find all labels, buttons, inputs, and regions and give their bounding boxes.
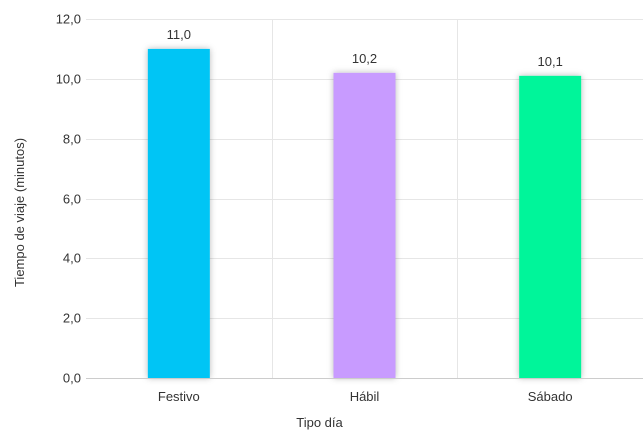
x-tick-label: Festivo — [158, 389, 200, 404]
bar-festivo — [147, 48, 210, 379]
x-tick-label: Sábado — [528, 389, 573, 404]
bars — [147, 48, 582, 379]
data-label: 10,1 — [538, 54, 563, 69]
y-tick-label: 10,0 — [56, 72, 81, 87]
y-tick-label: 2,0 — [63, 311, 81, 326]
y-tick-label: 0,0 — [63, 371, 81, 386]
y-tick-label: 12,0 — [56, 12, 81, 27]
data-label: 10,2 — [352, 51, 377, 66]
y-tick-label: 4,0 — [63, 251, 81, 266]
y-axis-ticks: 0,0 2,0 4,0 6,0 8,0 10,0 12,0 — [56, 12, 81, 386]
x-tick-label: Hábil — [350, 389, 380, 404]
data-label: 11,0 — [167, 27, 191, 42]
x-axis-ticks: Festivo Hábil Sábado — [158, 389, 573, 404]
vertical-gridlines — [272, 19, 458, 378]
x-axis-title: Tipo día — [296, 415, 343, 430]
y-tick-label: 8,0 — [63, 132, 81, 147]
y-tick-label: 6,0 — [63, 192, 81, 207]
bar-sábado — [519, 75, 582, 378]
data-labels: 11,0 10,2 10,1 — [167, 27, 563, 69]
bar-hábil — [333, 72, 396, 378]
y-axis-title: Tiempo de viaje (minutos) — [12, 138, 27, 287]
